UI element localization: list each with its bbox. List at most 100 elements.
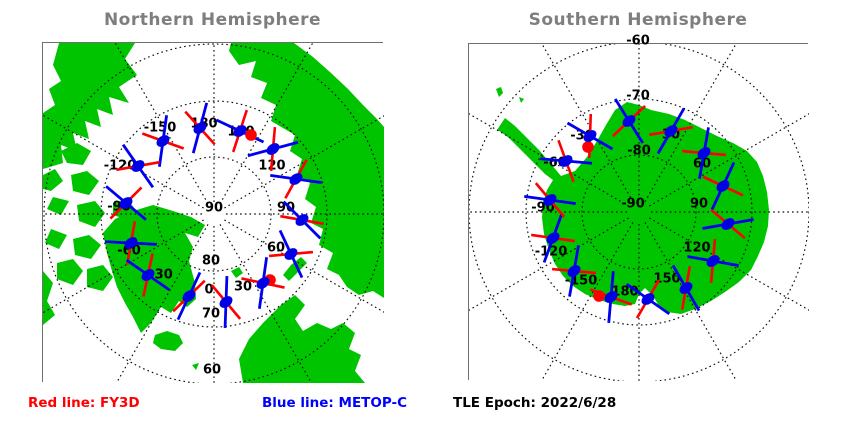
satellite-marker — [531, 213, 575, 263]
landmass — [229, 43, 384, 298]
satellite-marker — [125, 253, 171, 297]
satellite-markers-layer — [104, 102, 324, 329]
grid-label: 0 — [204, 283, 213, 298]
legend-blue-metop-c: Blue line: METOP-C — [262, 395, 408, 411]
satellite-marker — [681, 127, 727, 179]
legend-tle-epoch: TLE Epoch: 2022/6/28 — [453, 395, 617, 411]
grid-label: -90 — [621, 197, 645, 212]
satellite-marker — [241, 257, 285, 309]
metop-c-position-dot — [567, 265, 581, 277]
metop-c-position-dot — [697, 147, 711, 159]
latitude-circle — [100, 100, 328, 328]
meridian-line — [469, 113, 629, 207]
meridian-line — [43, 219, 204, 314]
grid-label: -120 — [535, 245, 568, 260]
grid-labels-layer: 180-150-120-90-60-3003060901201509080706… — [104, 117, 295, 378]
grid-label: 90 — [690, 197, 708, 212]
title-northern-hemisphere: Northern Hemisphere — [103, 10, 322, 30]
satellite-marker — [116, 143, 160, 189]
title-southern-hemisphere: Southern Hemisphere — [528, 10, 748, 30]
metop-c-position-dot — [641, 293, 655, 305]
satellite-marker — [184, 102, 216, 154]
map-base-layer — [43, 43, 384, 383]
fy3d-position-dot — [245, 129, 257, 141]
metop-c-position-dot — [289, 173, 303, 185]
metop-c-position-dot — [182, 290, 196, 302]
grid-label: -150 — [144, 121, 177, 136]
meridian-line — [644, 44, 737, 202]
satellite-marker — [104, 221, 158, 265]
grid-label: 120 — [683, 241, 710, 256]
metop-c-position-dot — [119, 197, 133, 209]
grid-label: -60 — [626, 34, 650, 49]
meridian-line — [649, 217, 809, 311]
metop-c-position-dot — [141, 269, 155, 281]
satellite-marker — [141, 115, 185, 167]
satellite-marker — [589, 270, 633, 324]
grid-label: -80 — [627, 144, 651, 159]
landmass — [47, 197, 69, 215]
landmass — [43, 43, 137, 169]
graticule-layer — [43, 43, 384, 383]
landmass — [43, 271, 55, 325]
landmass — [231, 267, 243, 278]
meridian-line — [114, 43, 209, 204]
satellite-marker — [625, 279, 671, 319]
satellite-marker — [551, 245, 597, 297]
latitude-circle — [581, 154, 697, 270]
satellite-marker — [247, 126, 299, 172]
landmass — [103, 205, 205, 333]
metop-c-position-dot — [716, 180, 730, 192]
metop-c-position-dot — [559, 155, 573, 167]
hemisphere-map-north: 180-150-120-90-60-3003060901201509080706… — [43, 43, 384, 383]
landmass — [239, 295, 365, 383]
grid-label: 30 — [234, 280, 252, 295]
latitude-circle — [156, 156, 272, 272]
metop-c-position-dot — [295, 214, 309, 226]
landmass — [73, 235, 101, 259]
grid-label: 60 — [203, 363, 221, 378]
landmass — [519, 97, 524, 103]
map-base-layer — [469, 44, 809, 381]
graticule-layer — [469, 44, 809, 381]
grid-label: -70 — [626, 89, 650, 104]
satellite-marker — [270, 159, 322, 199]
satellite-marker — [649, 107, 693, 155]
metop-c-position-dot — [193, 122, 207, 134]
satellite-marker — [671, 264, 701, 312]
grid-label: 60 — [267, 241, 285, 256]
metop-c-position-dot — [124, 237, 138, 249]
landmass — [57, 259, 83, 285]
grid-label: 90 — [205, 201, 223, 216]
landmass — [496, 87, 503, 97]
meridian-line — [541, 44, 634, 202]
landmass — [153, 331, 183, 351]
metop-c-position-dot — [543, 194, 557, 206]
latitude-circle — [525, 98, 753, 326]
meridian-line — [219, 224, 313, 383]
satellite-marker — [280, 200, 324, 240]
grid-label: 90 — [277, 201, 295, 216]
metop-c-position-dot — [256, 277, 270, 289]
metop-c-position-dot — [604, 291, 618, 303]
metop-c-position-dot — [679, 282, 693, 294]
satellite-marker — [172, 271, 206, 321]
meridian-line — [649, 113, 809, 207]
fy3d-position-dot — [582, 141, 594, 153]
meridian-line — [115, 224, 209, 383]
metop-c-position-dot — [131, 160, 145, 172]
satellite-marker — [268, 229, 314, 279]
grid-label: 70 — [202, 307, 220, 322]
fy3d-position-dot — [593, 290, 605, 302]
satellite-marker — [702, 161, 744, 211]
meridian-line — [224, 115, 384, 209]
meridian-line — [224, 219, 384, 313]
meridian-line — [219, 43, 314, 204]
metop-c-position-dot — [266, 143, 280, 155]
metop-c-position-dot — [706, 255, 720, 267]
metop-c-position-dot — [284, 248, 298, 260]
metop-c-position-dot — [583, 130, 597, 142]
metop-c-position-dot — [721, 218, 735, 230]
meridian-line — [469, 217, 629, 311]
landmass — [192, 363, 199, 370]
